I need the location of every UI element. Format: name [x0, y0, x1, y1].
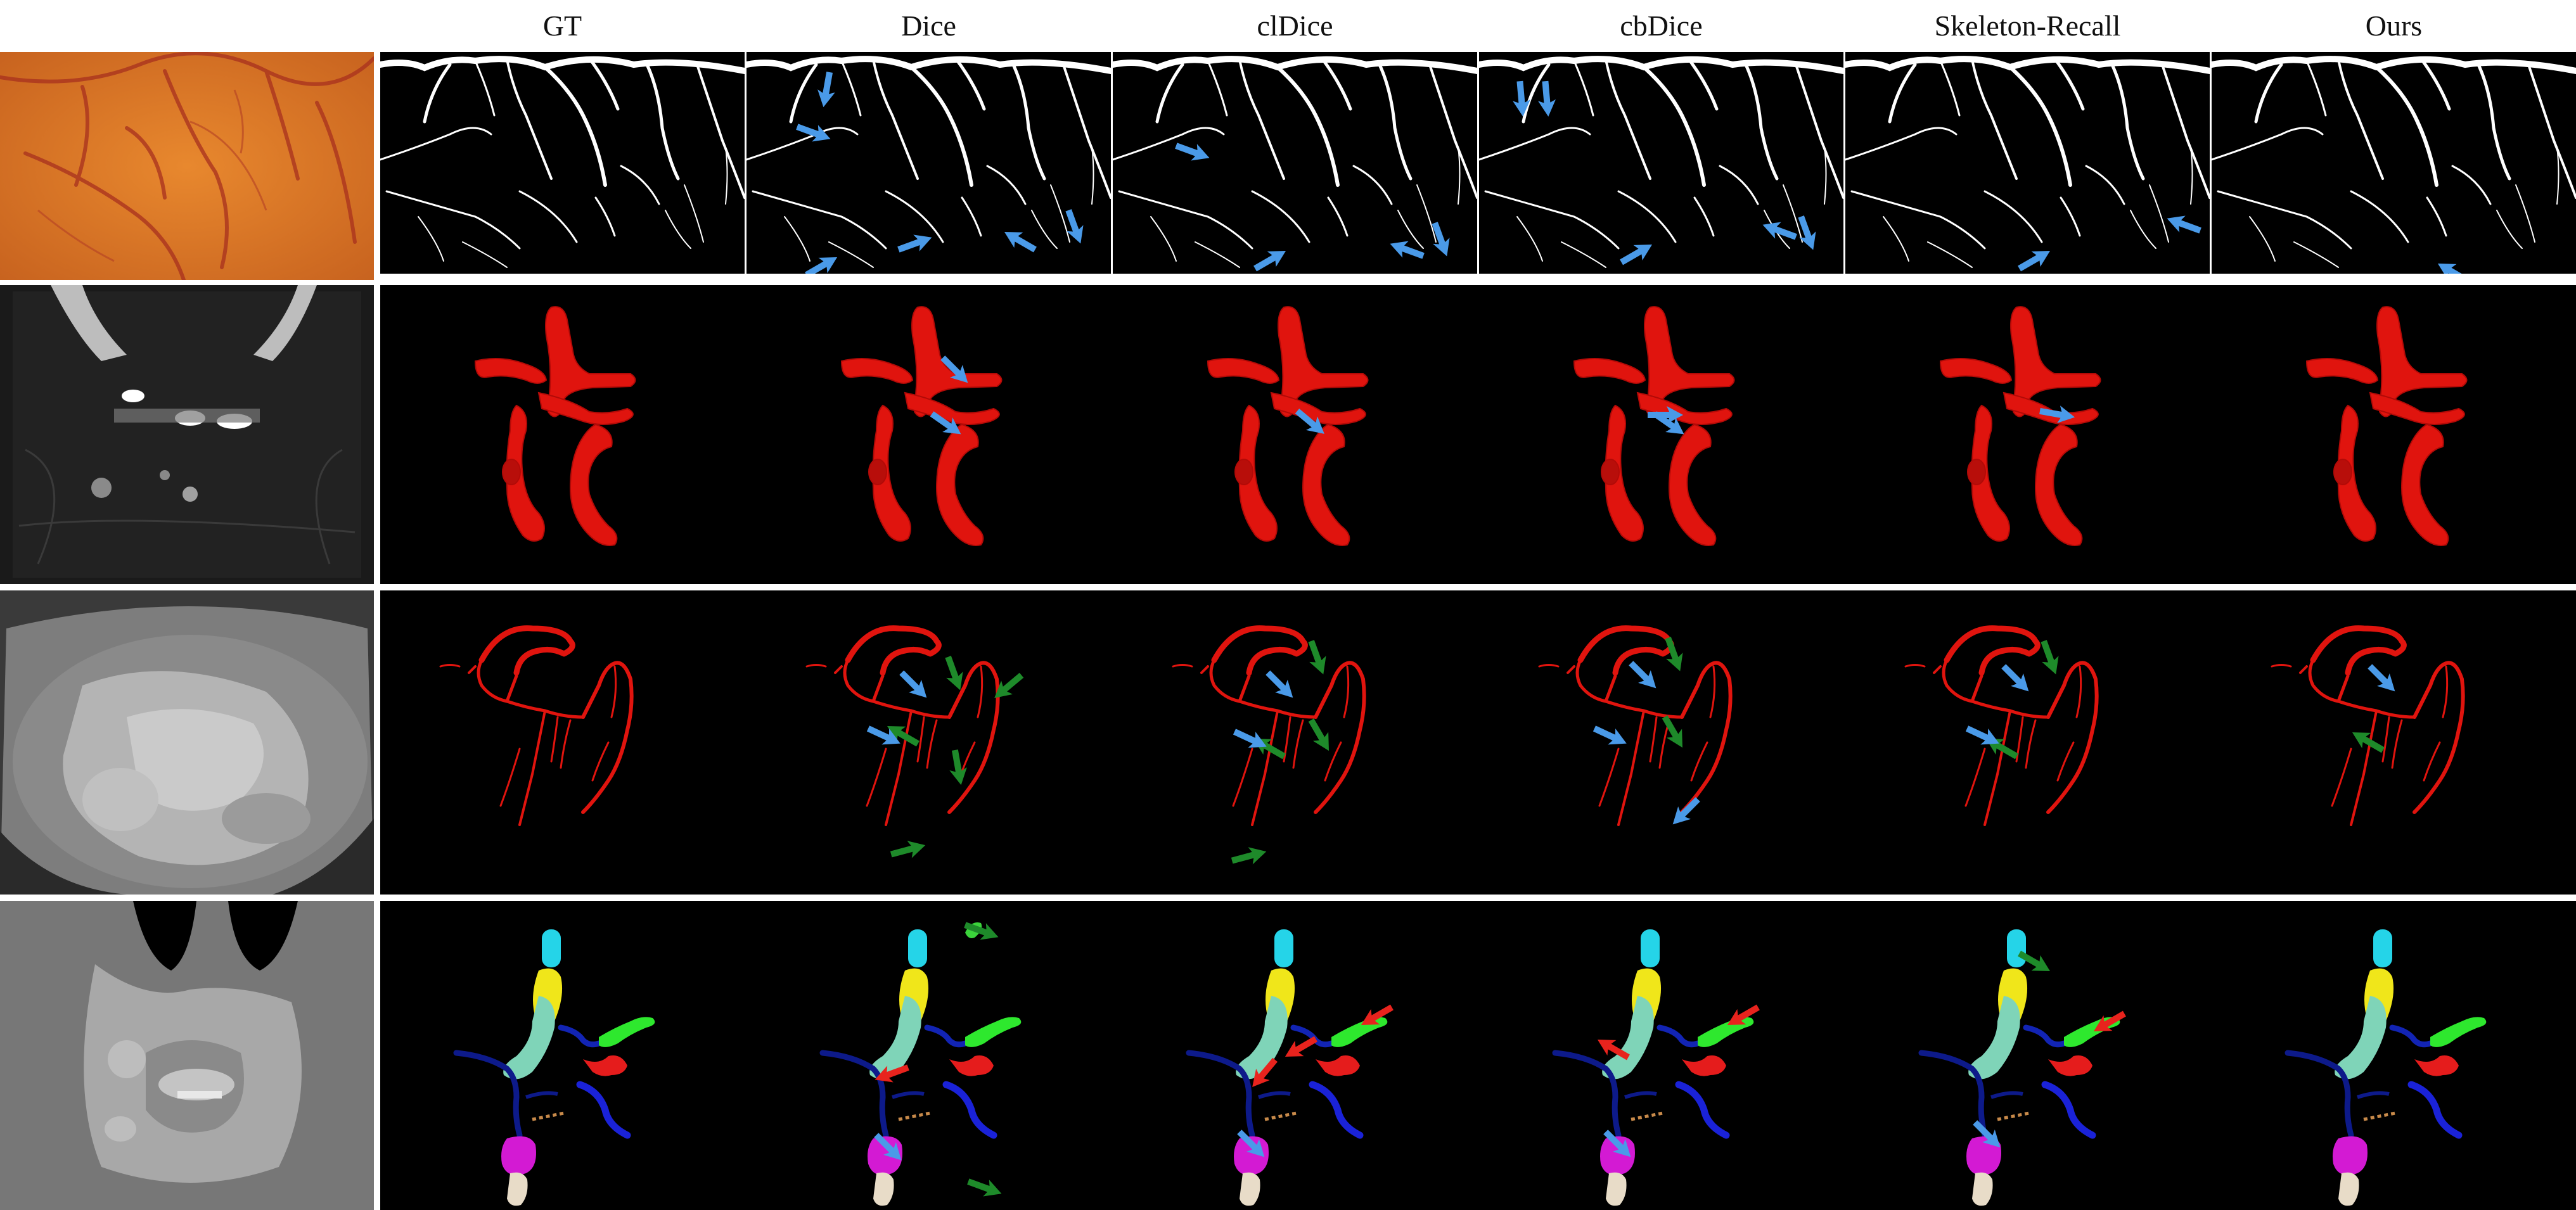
retina-gt-panel — [380, 52, 745, 274]
column-header-cbdice: cbDice — [1620, 10, 1703, 42]
cerebral-input-image — [0, 285, 374, 584]
retina-dice-panel — [747, 52, 1111, 274]
column-header-cldice: clDice — [1257, 10, 1333, 42]
retina-skeleton-recall-panel — [1845, 52, 2210, 274]
column-header-ours: Ours — [2365, 10, 2423, 42]
retina-ours-panel — [2212, 52, 2576, 274]
retina-input-image — [0, 52, 374, 280]
retina-cbdice-panel — [1479, 52, 1843, 274]
column-header-gt: GT — [542, 10, 582, 42]
column-header-skeleton-recall: Skeleton-Recall — [1934, 10, 2121, 42]
coronary-input-image — [0, 590, 374, 895]
column-header-dice: Dice — [901, 10, 956, 42]
coronary-results-panel — [380, 590, 2576, 895]
multiclass-input-image — [0, 901, 374, 1210]
multiclass-results-panel — [380, 901, 2576, 1210]
cerebral-gt-panel — [380, 285, 2576, 584]
retina-cldice-panel — [1113, 52, 1477, 274]
